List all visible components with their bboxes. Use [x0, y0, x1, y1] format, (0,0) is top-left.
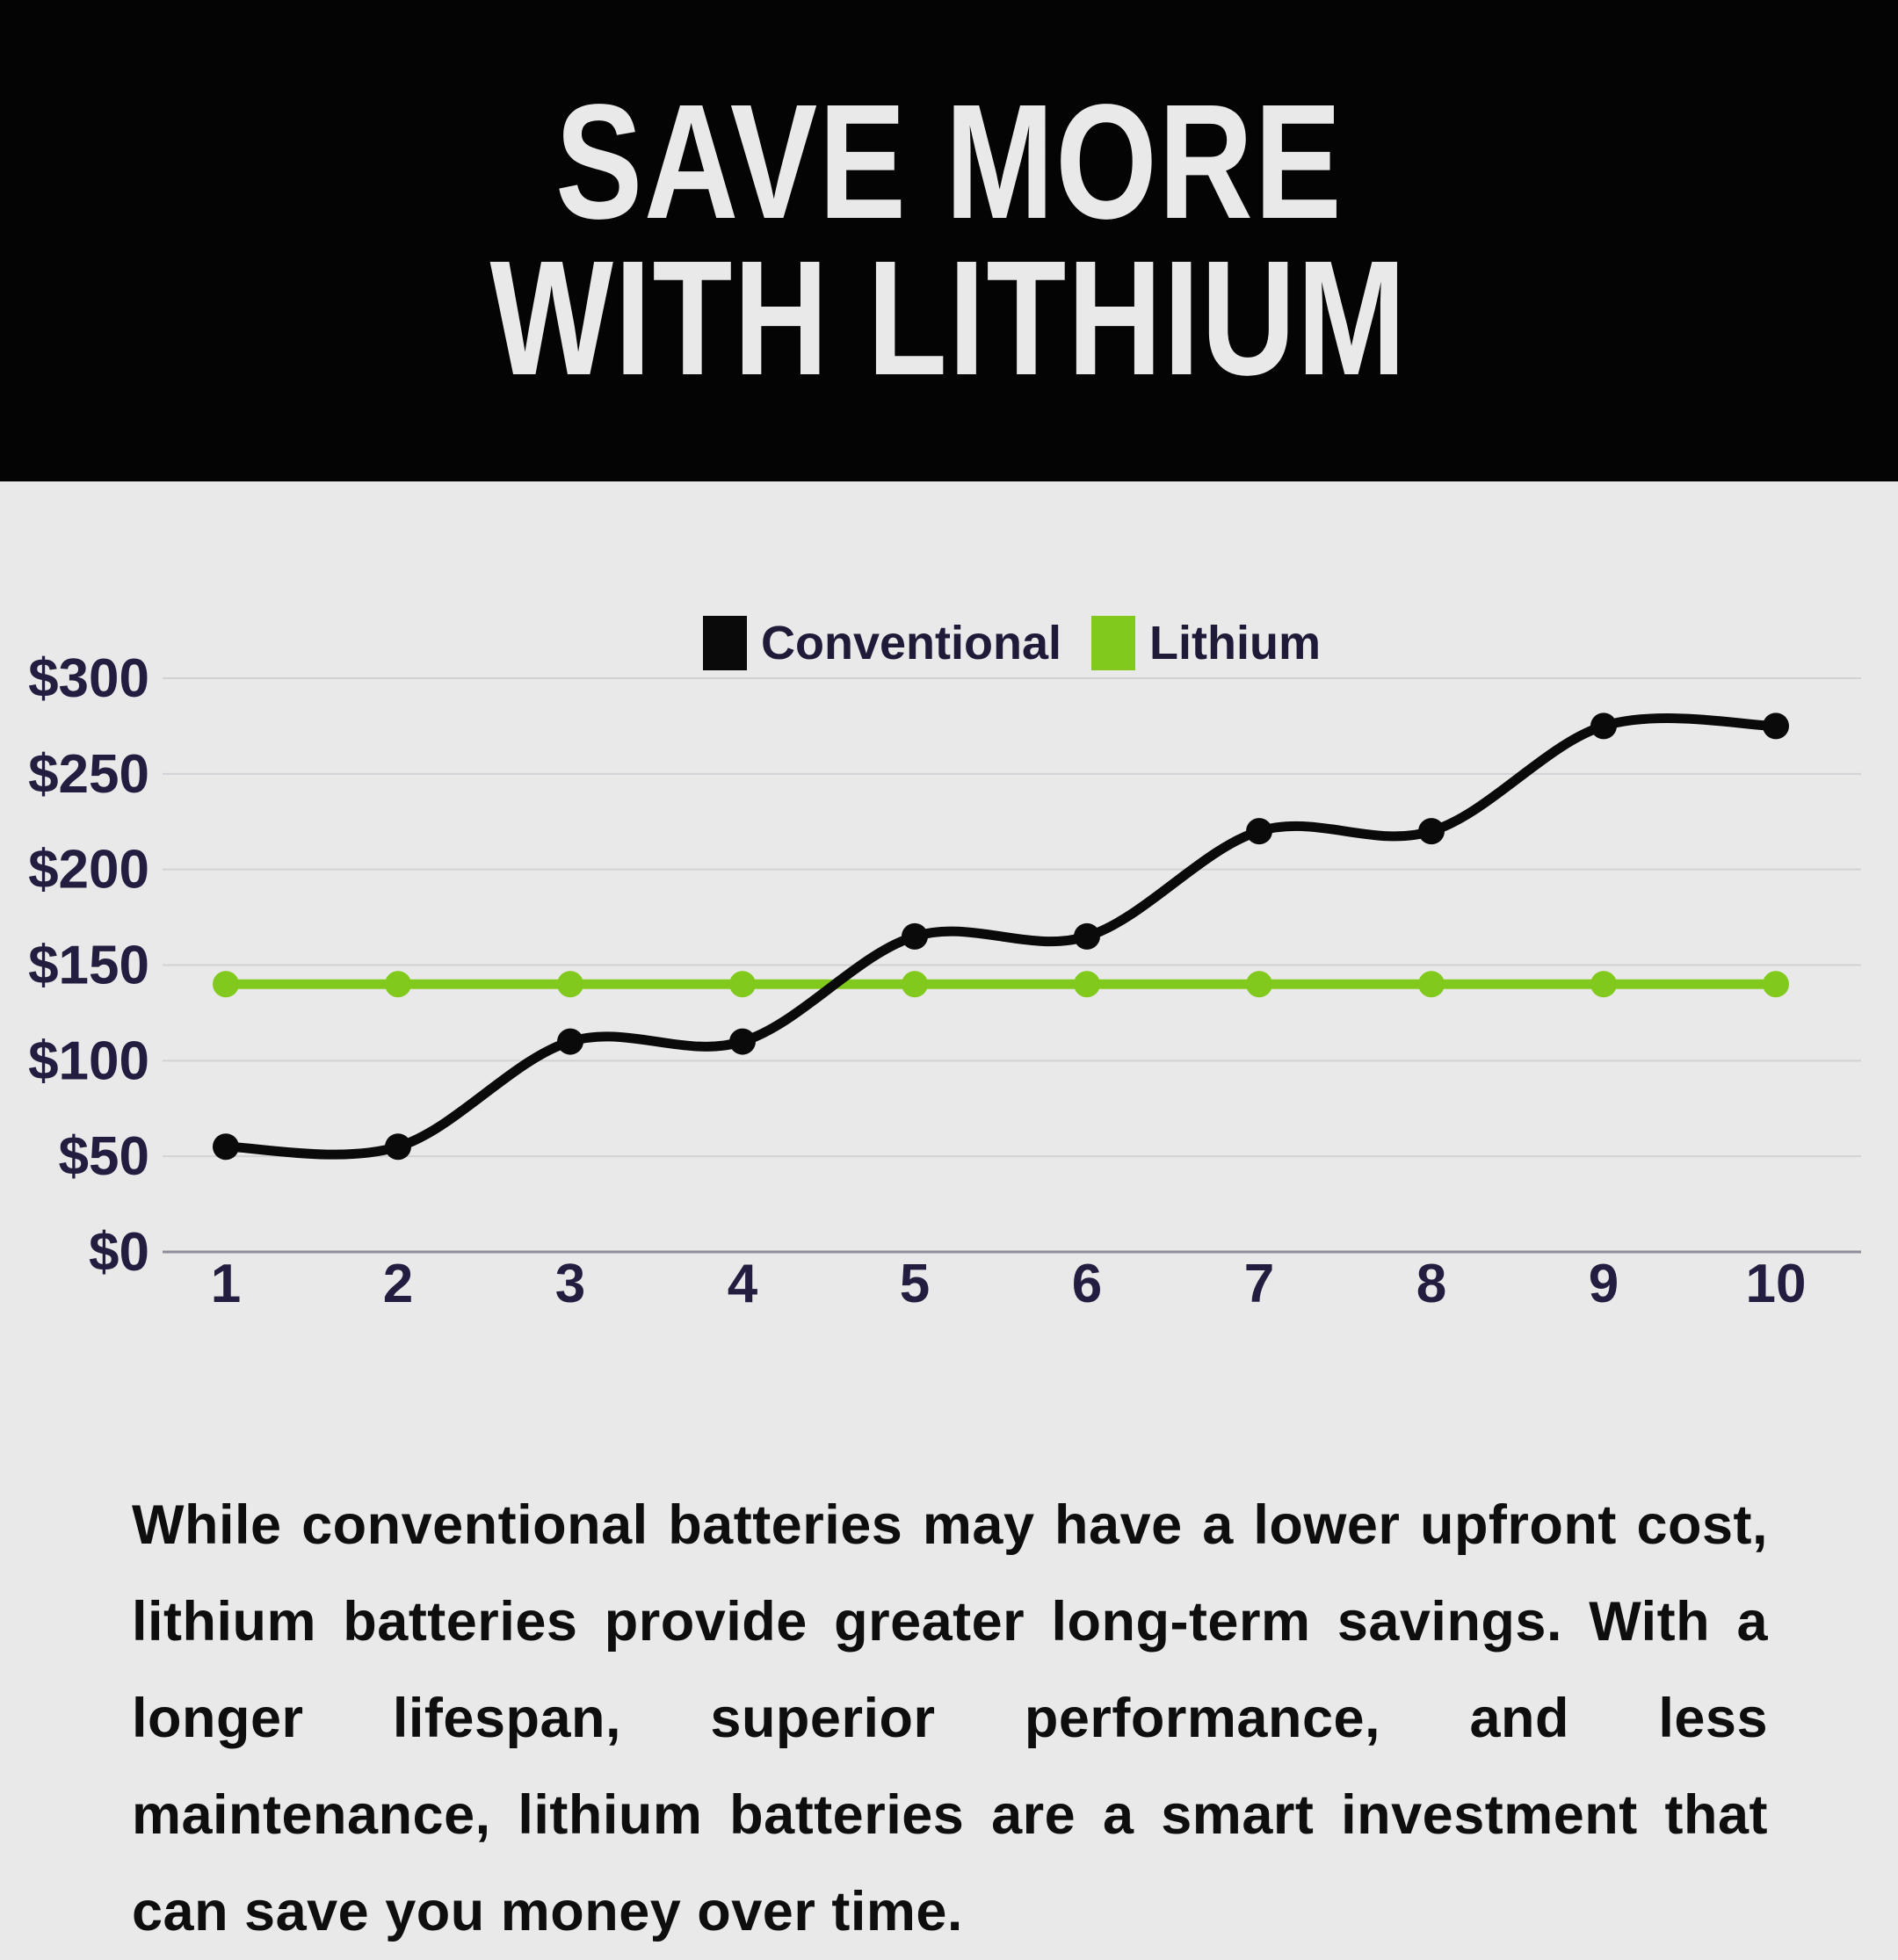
data-point-lithium-6: [1074, 971, 1100, 998]
data-point-conventional-5: [902, 922, 928, 950]
data-point-conventional-1: [213, 1133, 239, 1161]
legend-item-lithium: Lithium: [1091, 616, 1321, 670]
series-line-conventional: [221, 713, 1781, 1160]
x-tick-label-7: 7: [1244, 1254, 1274, 1314]
data-point-conventional-9: [1590, 712, 1617, 740]
data-point-conventional-8: [1418, 818, 1445, 845]
data-point-conventional-7: [1246, 818, 1272, 845]
line-chart: $0 $50 $100 $150 $200 $250 $300 1 2 3 4 5 6 7 8 9 10: [0, 492, 1898, 1335]
x-tick-label-2: 2: [383, 1254, 413, 1314]
data-point-lithium-5: [902, 971, 928, 998]
data-point-conventional-4: [729, 1028, 756, 1055]
page-title-line-2: WITH LITHIUM: [489, 228, 1409, 409]
x-tick-label-10: 10: [1746, 1254, 1807, 1314]
description-paragraph: While conventional batteries may have a …: [132, 1494, 1768, 1942]
data-point-lithium-9: [1590, 971, 1617, 998]
chart-legend: Conventional Lithium: [163, 608, 1861, 678]
conventional-swatch-icon: [703, 616, 747, 670]
lithium-swatch-icon: [1091, 616, 1136, 670]
x-tick-label-9: 9: [1589, 1254, 1619, 1314]
y-tick-label-0: $0: [89, 1222, 149, 1283]
y-tick-label-50: $50: [59, 1126, 149, 1187]
y-tick-label-100: $100: [28, 1031, 149, 1091]
x-tick-label-5: 5: [900, 1254, 930, 1314]
data-point-conventional-3: [557, 1028, 583, 1055]
data-point-conventional-2: [385, 1133, 411, 1161]
x-tick-label-4: 4: [728, 1254, 758, 1314]
data-point-lithium-1: [213, 971, 239, 998]
data-point-lithium-7: [1246, 971, 1272, 998]
y-tick-label-300: $300: [28, 648, 149, 709]
data-point-lithium-2: [385, 971, 411, 998]
y-tick-label-150: $150: [28, 936, 149, 996]
x-tick-label-8: 8: [1416, 1254, 1446, 1314]
page-title-line-1: SAVE MORE: [554, 71, 1344, 253]
data-point-lithium-3: [557, 971, 583, 998]
data-point-lithium-4: [729, 971, 756, 998]
legend-item-conventional: Conventional: [703, 616, 1061, 670]
data-point-conventional-10: [1763, 712, 1789, 740]
legend-label-conventional: Conventional: [761, 617, 1062, 669]
header-banner: SAVE MORE WITH LITHIUM: [0, 0, 1898, 481]
data-point-conventional-6: [1074, 922, 1100, 950]
legend-label-lithium: Lithium: [1149, 617, 1321, 669]
data-point-lithium-8: [1418, 971, 1445, 998]
y-tick-label-200: $200: [28, 840, 149, 900]
data-point-lithium-10: [1763, 971, 1789, 998]
y-tick-label-250: $250: [28, 744, 149, 805]
line-chart-canvas: $0 $50 $100 $150 $200 $250 $300 1 2 3 4 5 6 7 8 9 10: [28, 648, 1861, 1314]
x-tick-label-6: 6: [1072, 1254, 1102, 1314]
x-tick-label-1: 1: [211, 1254, 241, 1314]
x-tick-label-3: 3: [555, 1254, 585, 1314]
